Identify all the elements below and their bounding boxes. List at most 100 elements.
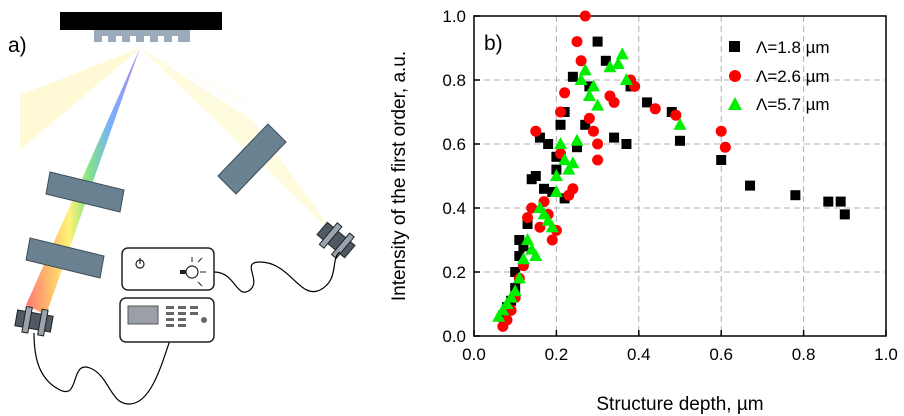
fiber-collimator-right [316,221,356,260]
x-tick-labels: 0.0 0.2 0.4 0.6 0.8 1.0 [462,345,898,364]
x-tick-label: 1.0 [874,345,898,364]
grating-grooves [102,36,178,42]
y-tick-label: 0.4 [442,199,466,218]
reflected-beam-right [140,48,290,125]
data-point-circle [579,10,591,22]
y-tick-label: 0.0 [442,327,466,346]
data-point-square [522,219,533,229]
data-point-circle [555,106,567,118]
spectrometer-device [119,297,215,343]
data-point-circle [719,141,731,153]
legend-label-series-2: Λ=2.6 µm [756,67,830,86]
scatter-chart: 0.0 0.2 0.4 0.6 0.8 1.0 0.0 0.2 0.4 0.6 0.8 1.0 b)… [389,7,898,415]
panel-b-label: b) [484,32,503,55]
data-point-square [621,139,632,149]
legend-label-series-1: Λ=1.8 µm [756,38,830,57]
series-3 [492,47,687,322]
sample-holder [60,12,222,30]
data-points [492,10,850,332]
data-point-triangle [582,89,596,101]
data-point-circle [608,96,620,108]
y-tick-label: 0.8 [442,71,466,90]
data-point-square [555,119,566,130]
legend-marker-circle [729,70,741,82]
data-point-triangle [591,98,605,111]
data-point-square [745,180,756,191]
data-point-triangle [615,47,629,60]
data-point-square [514,235,525,245]
data-point-triangle [566,156,580,169]
data-point-square [572,142,582,153]
y-tick-label: 1.0 [442,7,466,26]
plot-frame [473,15,887,337]
data-point-square [580,119,591,130]
data-point-triangle [570,133,584,146]
lens-upper [45,171,125,213]
lightbulb-icon [180,257,206,287]
data-point-triangle [545,220,559,233]
data-point-triangle [549,185,563,197]
data-point-circle [571,36,583,48]
data-point-square [675,135,685,146]
grid-lines [474,16,886,336]
data-point-triangle [500,297,514,309]
data-point-triangle [508,284,522,297]
data-point-triangle [574,73,588,85]
legend-label-series-3: Λ=5.7 µm [756,95,830,114]
data-point-circle [587,125,599,137]
data-point-square [514,251,525,261]
data-point-circle [526,202,538,214]
data-point-circle [530,125,542,137]
data-point-square [716,155,727,165]
data-point-triangle [496,303,510,316]
data-point-circle [546,234,558,246]
data-point-triangle [516,252,530,265]
data-point-square [790,190,801,201]
data-point-circle [649,103,661,115]
data-point-square [600,55,611,66]
x-axis-label: Structure depth, µm [596,394,763,415]
data-point-square [518,241,529,252]
data-point-square [547,187,558,197]
light-source-device [121,247,215,291]
x-tick-label: 0.6 [709,345,733,364]
data-point-triangle [492,309,506,322]
x-tick-label: 0.4 [627,345,651,364]
data-point-square [539,183,550,194]
data-point-square [839,209,850,220]
optical-fiber-left [33,317,173,405]
mirror-lens-right [217,123,287,195]
x-tick-label: 0.8 [792,345,816,364]
data-point-square [530,171,541,181]
axis-ticks [473,15,887,337]
data-point-triangle [619,73,633,85]
y-tick-label: 0.2 [442,263,466,282]
data-point-triangle [578,63,592,76]
data-point-square [543,139,554,149]
data-point-circle [575,55,587,67]
data-point-square [609,132,620,143]
data-point-square [510,267,521,277]
data-point-circle [501,314,513,326]
experimental-setup-illustration: a) [8,12,356,405]
data-point-circle [522,212,534,224]
data-point-circle [583,112,595,124]
legend-marker-square [729,41,740,52]
data-point-circle [592,138,604,150]
lens-lower [25,237,105,279]
data-point-circle [559,87,571,99]
collimated-beam-right [140,48,335,235]
data-point-triangle [529,249,543,261]
legend: Λ=1.8 µm Λ=2.6 µm Λ=5.7 µm [728,38,830,114]
y-tick-labels: 0.0 0.2 0.4 0.6 0.8 1.0 [442,7,466,346]
data-point-triangle [558,153,572,165]
legend-marker-triangle [728,97,742,110]
data-point-triangle [512,271,526,284]
data-point-circle [592,154,604,166]
y-tick-label: 0.6 [442,135,466,154]
data-point-triangle [586,79,600,92]
data-point-circle [715,125,727,137]
display-screen [127,305,159,325]
keypad [166,306,198,327]
